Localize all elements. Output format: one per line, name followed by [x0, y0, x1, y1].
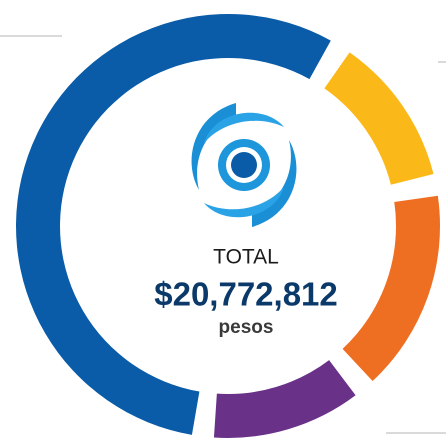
total-value: $20,772,812 [154, 276, 338, 313]
donut [16, 13, 440, 438]
storm-icon [191, 103, 297, 227]
donut-slice [324, 52, 434, 185]
donut-slice [16, 13, 331, 435]
total-label: TOTAL [213, 246, 279, 269]
donut-slice [213, 360, 356, 438]
donut-slice [342, 195, 440, 382]
total-unit: pesos [219, 317, 274, 338]
